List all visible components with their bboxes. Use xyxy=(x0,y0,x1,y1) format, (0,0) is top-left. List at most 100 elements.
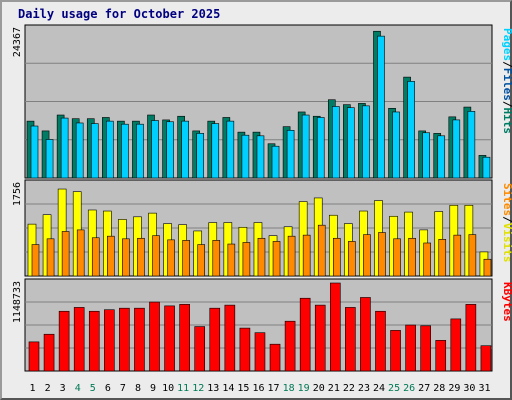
hits-panel-files-bar-day-14 xyxy=(226,120,235,179)
kbytes-panel-kbytes-bar-day-16 xyxy=(254,332,266,372)
x-axis-label-day-26: 26 xyxy=(403,383,415,394)
visits-panel-sites-bar-day-27 xyxy=(423,242,431,277)
hits-panel-files-bar-day-16 xyxy=(256,135,265,179)
hits-panel-files-bar-day-30 xyxy=(467,111,476,179)
hits-panel-legend-item-4: Hits xyxy=(501,108,512,135)
kbytes-panel-kbytes-bar-day-11 xyxy=(179,304,190,372)
hits-panel-legend-item-3: / xyxy=(501,101,512,108)
hits-panel-files-bar-day-4 xyxy=(75,122,84,179)
x-axis-label-day-5: 5 xyxy=(90,383,96,394)
x-axis-label-day-11: 11 xyxy=(177,383,189,394)
hits-panel-files-bar-day-31 xyxy=(482,156,491,179)
visits-panel-sites-bar-day-1 xyxy=(31,244,40,277)
visits-panel-legend: Sites/Visits xyxy=(501,183,512,263)
kbytes-panel-kbytes-bar-day-7 xyxy=(119,307,130,372)
hits-panel-files-bar-day-23 xyxy=(362,105,370,179)
x-axis-label-day-22: 22 xyxy=(343,383,355,394)
visits-panel-sites-bar-day-21 xyxy=(332,237,341,277)
hits-panel-files-bar-day-22 xyxy=(347,107,355,179)
hits-panel-files-bar-day-6 xyxy=(106,120,114,179)
kbytes-panel-kbytes-bar-day-18 xyxy=(284,320,296,372)
visits-panel-legend-item-1: / xyxy=(501,216,512,223)
visits-panel-sites-bar-day-29 xyxy=(453,234,462,277)
kbytes-panel-kbytes-bar-day-4 xyxy=(73,307,85,372)
kbytes-panel-kbytes-bar-day-28 xyxy=(435,340,447,372)
hits-panel-files-bar-day-10 xyxy=(166,121,174,179)
hits-panel-files-bar-day-1 xyxy=(30,125,39,179)
visits-panel-sites-bar-day-7 xyxy=(122,238,130,277)
kbytes-panel-legend-item-0: KBytes xyxy=(501,282,512,322)
visits-panel-sites-bar-day-25 xyxy=(393,238,401,277)
hits-panel-files-bar-day-2 xyxy=(45,139,54,179)
kbytes-panel-legend: KBytes xyxy=(501,282,512,322)
kbytes-panel-kbytes-bar-day-15 xyxy=(239,327,251,372)
x-axis-label-day-1: 1 xyxy=(30,383,36,394)
x-axis-label-day-25: 25 xyxy=(388,383,400,394)
visits-panel-sites-bar-day-10 xyxy=(167,239,175,277)
visits-panel-sites-bar-day-3 xyxy=(61,231,70,277)
x-axis-label-day-7: 7 xyxy=(120,383,126,394)
x-axis-label-day-18: 18 xyxy=(283,383,295,394)
kbytes-panel-kbytes-bar-day-17 xyxy=(269,343,281,372)
kbytes-panel-kbytes-bar-day-20 xyxy=(314,304,326,372)
hits-panel-legend-item-1: / xyxy=(501,61,512,68)
x-axis-label-day-30: 30 xyxy=(463,383,475,394)
x-axis-label-day-15: 15 xyxy=(237,383,249,394)
hits-panel-files-bar-day-8 xyxy=(136,123,144,179)
x-axis-label-day-13: 13 xyxy=(207,383,219,394)
visits-panel-sites-bar-day-16 xyxy=(257,237,266,277)
kbytes-panel-kbytes-bar-day-3 xyxy=(58,310,70,372)
x-axis-label-day-6: 6 xyxy=(105,383,111,394)
hits-panel-max-label: 24367 xyxy=(12,27,23,57)
hits-panel-files-bar-day-29 xyxy=(452,119,461,179)
x-axis-label-day-2: 2 xyxy=(45,383,51,394)
x-axis-label-day-19: 19 xyxy=(298,383,310,394)
hits-panel-legend-item-0: Pages xyxy=(501,28,512,61)
hits-panel-files-bar-day-5 xyxy=(90,123,99,179)
x-axis-label-day-4: 4 xyxy=(75,383,81,394)
visits-panel-sites-bar-day-17 xyxy=(272,241,281,277)
hits-panel-files-bar-day-9 xyxy=(151,120,159,179)
visits-panel-sites-bar-day-28 xyxy=(438,239,447,277)
x-axis-label-day-3: 3 xyxy=(60,383,66,394)
visits-panel-sites-bar-day-26 xyxy=(408,237,416,277)
visits-panel-sites-bar-day-20 xyxy=(317,224,326,277)
kbytes-panel-kbytes-bar-day-26 xyxy=(405,324,416,372)
x-axis-label-day-28: 28 xyxy=(433,383,445,394)
visits-panel-sites-bar-day-18 xyxy=(287,235,296,277)
hits-panel-files-bar-day-25 xyxy=(392,111,400,179)
kbytes-panel-kbytes-bar-day-25 xyxy=(390,330,401,372)
x-axis-label-day-12: 12 xyxy=(192,383,204,394)
hits-panel-files-bar-day-26 xyxy=(407,81,415,179)
hits-panel-files-bar-day-19 xyxy=(301,114,310,179)
visits-panel-sites-bar-day-5 xyxy=(91,237,100,277)
visits-panel-sites-bar-day-22 xyxy=(348,241,356,277)
visits-panel-sites-bar-day-30 xyxy=(468,234,477,277)
visits-panel-sites-bar-day-8 xyxy=(137,237,145,277)
hits-panel-files-bar-day-13 xyxy=(211,123,220,179)
kbytes-panel-kbytes-bar-day-9 xyxy=(149,301,160,372)
hits-panel-legend: Pages/Files/Hits xyxy=(501,28,512,134)
hits-panel-files-bar-day-15 xyxy=(241,134,250,179)
chart-title: Daily usage for October 2025 xyxy=(18,7,221,21)
kbytes-panel-kbytes-bar-day-10 xyxy=(164,305,175,372)
x-axis-label-day-23: 23 xyxy=(358,383,370,394)
visits-panel-max-label: 1756 xyxy=(12,182,23,206)
x-axis-label-day-8: 8 xyxy=(135,383,141,394)
x-axis-label-day-14: 14 xyxy=(222,383,234,394)
kbytes-panel-kbytes-bar-day-22 xyxy=(345,307,356,372)
visits-panel-sites-bar-day-4 xyxy=(76,229,85,277)
x-axis-label-day-20: 20 xyxy=(313,383,325,394)
kbytes-panel-kbytes-bar-day-6 xyxy=(104,309,115,372)
hits-panel-files-bar-day-11 xyxy=(181,120,189,179)
visits-panel-sites-bar-day-13 xyxy=(212,240,221,277)
hits-panel-files-bar-day-24 xyxy=(377,35,385,179)
x-axis-label-day-27: 27 xyxy=(418,383,430,394)
hits-panel-files-bar-day-3 xyxy=(60,117,69,179)
kbytes-panel-kbytes-bar-day-8 xyxy=(134,307,145,372)
hits-panel-files-bar-day-7 xyxy=(121,123,129,179)
kbytes-panel-kbytes-bar-day-29 xyxy=(450,318,462,372)
kbytes-panel-kbytes-bar-day-13 xyxy=(209,307,221,372)
visits-panel-legend-item-2: Visits xyxy=(501,223,512,263)
